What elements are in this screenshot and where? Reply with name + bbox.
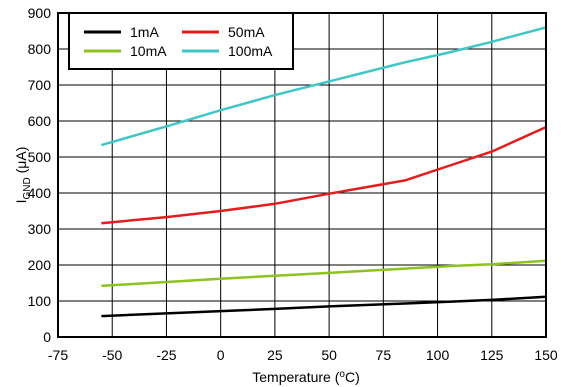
x-tick-label: 50 — [321, 347, 337, 363]
y-tick-labels: 0 100 200 300 400 500 600 700 800 900 — [28, 5, 52, 345]
y-tick-label: 500 — [28, 149, 52, 165]
legend-label-10mA: 10mA — [130, 43, 167, 59]
x-tick-label: 125 — [480, 347, 504, 363]
y-axis-title: IGND (μA) — [13, 147, 33, 204]
y-tick-label: 700 — [28, 77, 52, 93]
y-tick-label: 400 — [28, 185, 52, 201]
x-tick-label: -50 — [102, 347, 122, 363]
x-tick-label: 100 — [426, 347, 450, 363]
y-tick-label: 300 — [28, 221, 52, 237]
legend-label-50mA: 50mA — [228, 24, 265, 40]
x-tick-label: 75 — [376, 347, 392, 363]
series-layer — [101, 26, 547, 318]
plot-frame — [57, 12, 547, 338]
x-tick-label: 25 — [267, 347, 283, 363]
series-line-50mA — [101, 125, 547, 225]
y-tick-label: 600 — [28, 113, 52, 129]
y-tick-label: 200 — [28, 257, 52, 273]
x-axis-title: Temperature (oC) — [252, 369, 360, 385]
x-tick-label: 0 — [217, 347, 225, 363]
legend-label-100mA: 100mA — [228, 43, 273, 59]
x-tick-label: -25 — [156, 347, 176, 363]
y-tick-label: 900 — [28, 5, 52, 21]
y-tick-label: 0 — [43, 329, 51, 345]
series-line-1mA — [101, 295, 547, 318]
x-tick-labels: -75 -50 -25 0 25 50 75 100 125 150 — [48, 347, 558, 363]
y-tick-label: 100 — [28, 293, 52, 309]
x-tick-label: 150 — [534, 347, 558, 363]
x-tick-label: -75 — [48, 347, 68, 363]
legend-label-1mA: 1mA — [130, 24, 159, 40]
series-line-10mA — [101, 259, 547, 288]
series-line-100mA — [101, 26, 547, 147]
y-tick-label: 800 — [28, 41, 52, 57]
legend: 1mA 10mA 50mA 100mA — [68, 12, 294, 70]
legend-box — [68, 12, 294, 70]
